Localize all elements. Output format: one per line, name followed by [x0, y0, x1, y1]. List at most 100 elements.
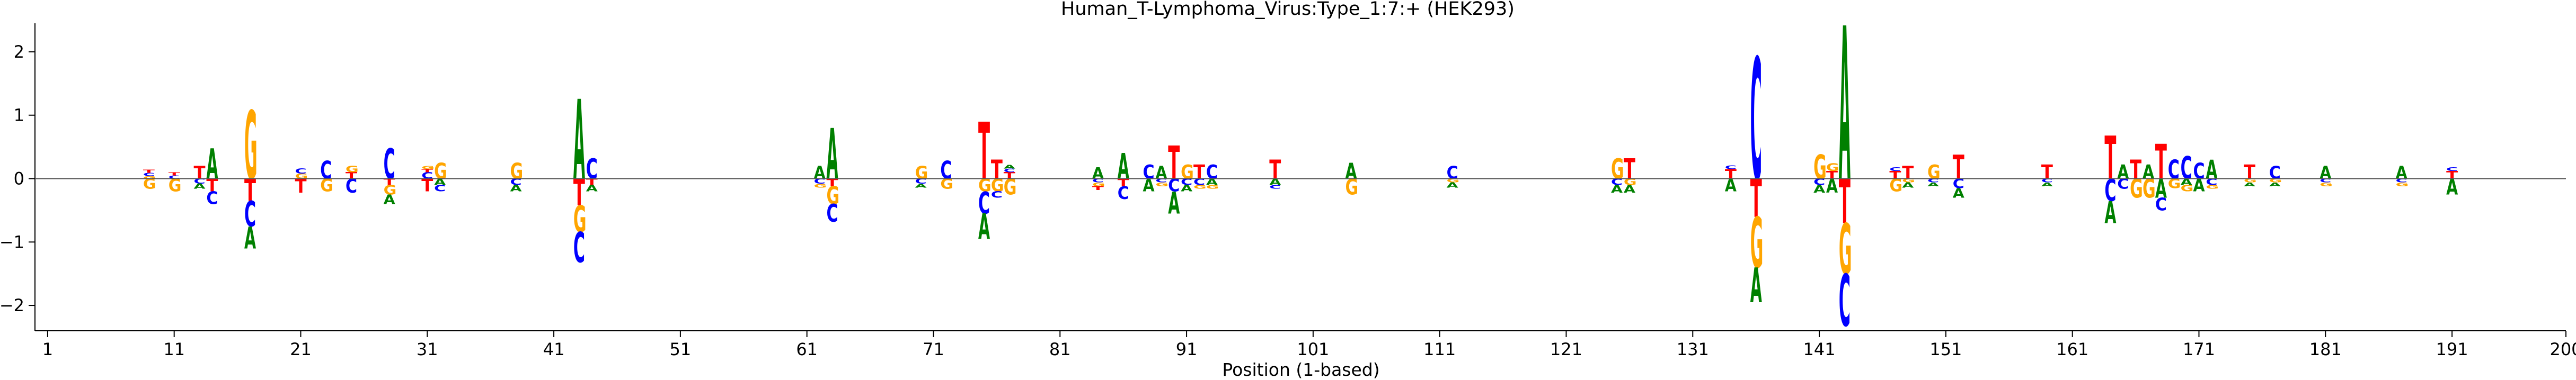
logo-letter-T: T: [143, 169, 155, 174]
svg-text:T: T: [1953, 148, 1964, 187]
logo-letter-A: A: [2244, 182, 2256, 188]
svg-text:A: A: [1953, 186, 1964, 201]
svg-text:T: T: [295, 175, 307, 197]
svg-text:C: C: [2168, 155, 2180, 185]
svg-text:C: C: [2117, 176, 2129, 192]
logo-letter-T: T: [826, 177, 838, 189]
logo-letter-T: T: [206, 175, 218, 195]
logo-letter-C: C: [2168, 155, 2180, 185]
x-tick-label: 171: [2183, 339, 2215, 359]
svg-text:C: C: [206, 188, 218, 209]
svg-text:C: C: [826, 200, 838, 228]
logo-letter-G: G: [1155, 182, 1169, 187]
svg-text:C: C: [814, 177, 826, 185]
svg-text:C: C: [1813, 177, 1825, 187]
svg-text:A: A: [1750, 258, 1762, 313]
logo-letter-T: T: [1953, 148, 1964, 187]
svg-text:G: G: [1624, 177, 1637, 187]
logo-letter-T: T: [1193, 161, 1206, 184]
svg-text:G: G: [2181, 184, 2194, 194]
svg-text:C: C: [2104, 173, 2116, 209]
logo-letter-A: A: [1839, 0, 1851, 229]
logo-letter-C: C: [510, 177, 521, 187]
svg-text:A: A: [1168, 185, 1180, 221]
svg-text:A: A: [2206, 155, 2217, 185]
logo-letter-G: G: [169, 176, 182, 196]
logo-letter-C: C: [1155, 178, 1167, 184]
svg-text:G: G: [1181, 161, 1194, 183]
svg-text:A: A: [978, 206, 990, 247]
x-tick-label: 161: [2056, 339, 2088, 359]
logo-letter-T: T: [2244, 161, 2256, 184]
logo-letter-C: C: [1168, 176, 1180, 196]
svg-text:G: G: [384, 183, 397, 198]
svg-text:C: C: [2155, 195, 2167, 215]
logo-letter-G: G: [573, 198, 587, 241]
logo-letter-G: G: [1004, 175, 1017, 200]
svg-text:T: T: [991, 154, 1003, 185]
logo-letter-A: A: [573, 77, 585, 205]
svg-text:G: G: [1839, 210, 1852, 291]
logo-letter-G: G: [915, 163, 928, 183]
svg-text:A: A: [244, 220, 256, 256]
logo-letter-C: C: [2320, 178, 2331, 184]
logo-letter-C: C: [1206, 161, 1218, 183]
logo-letter-A: A: [206, 140, 218, 188]
logo-letter-C: C: [1004, 168, 1015, 174]
logo-letter-G: G: [1927, 161, 1941, 183]
logo-letter-C: C: [940, 157, 952, 185]
logo-letter-A: A: [384, 192, 395, 207]
svg-text:G: G: [1155, 182, 1169, 187]
svg-text:G: G: [434, 159, 447, 184]
svg-text:C: C: [193, 177, 205, 185]
logo-letter-A: A: [2446, 175, 2458, 200]
logo-letter-A: A: [978, 206, 990, 247]
logo-letter-T: T: [2041, 161, 2053, 184]
svg-text:C: C: [586, 153, 598, 186]
logo-letter-T: T: [1269, 154, 1281, 185]
logo-letter-C: C: [384, 141, 395, 189]
svg-text:C: C: [1611, 177, 1623, 187]
svg-text:C: C: [2181, 150, 2192, 186]
svg-text:C: C: [1206, 161, 1218, 183]
logo-letter-T: T: [1168, 137, 1180, 189]
svg-text:C: C: [244, 195, 256, 235]
svg-text:G: G: [2269, 178, 2282, 184]
logo-letter-C: C: [2155, 195, 2167, 215]
svg-text:G: G: [1813, 148, 1827, 187]
logo-letter-A: A: [1624, 183, 1635, 195]
logo-letter-A: A: [1118, 147, 1129, 187]
logo-letter-C: C: [1143, 161, 1154, 183]
logo-letter-G: G: [143, 176, 156, 180]
logo-letter-G: G: [978, 176, 992, 196]
logo-letter-A: A: [1826, 175, 1838, 197]
svg-text:C: C: [510, 177, 521, 187]
svg-text:T: T: [573, 171, 585, 214]
logo-letter-A: A: [1750, 258, 1762, 313]
logo-letter-T: T: [2104, 125, 2116, 193]
svg-text:T: T: [1092, 185, 1104, 192]
svg-text:A: A: [1092, 164, 1104, 183]
logo-letter-G: G: [421, 165, 435, 170]
logo-letter-A: A: [1447, 181, 1459, 189]
logo-letter-C: C: [573, 224, 585, 273]
svg-text:T: T: [586, 177, 598, 187]
svg-text:C: C: [1168, 176, 1180, 196]
logo-letter-T: T: [1750, 169, 1762, 229]
svg-text:T: T: [1168, 137, 1180, 189]
svg-text:G: G: [1092, 182, 1105, 187]
logo-letter-C: C: [915, 177, 927, 185]
logo-letter-T: T: [421, 168, 433, 174]
svg-text:C: C: [1953, 176, 1964, 192]
logo-letter-A: A: [193, 183, 206, 191]
logo-letter-C: C: [434, 184, 446, 194]
logo-letter-G: G: [826, 182, 839, 210]
svg-text:T: T: [193, 162, 206, 183]
logo-letter-C: C: [169, 175, 180, 179]
logo-letter-A: A: [915, 183, 927, 189]
logo-letter-T: T: [2155, 134, 2167, 190]
logo-letter-T: T: [573, 171, 585, 214]
svg-text:A: A: [1345, 159, 1358, 184]
logo-letter-A: A: [1725, 176, 1737, 196]
logo-letter-G: G: [346, 165, 359, 175]
